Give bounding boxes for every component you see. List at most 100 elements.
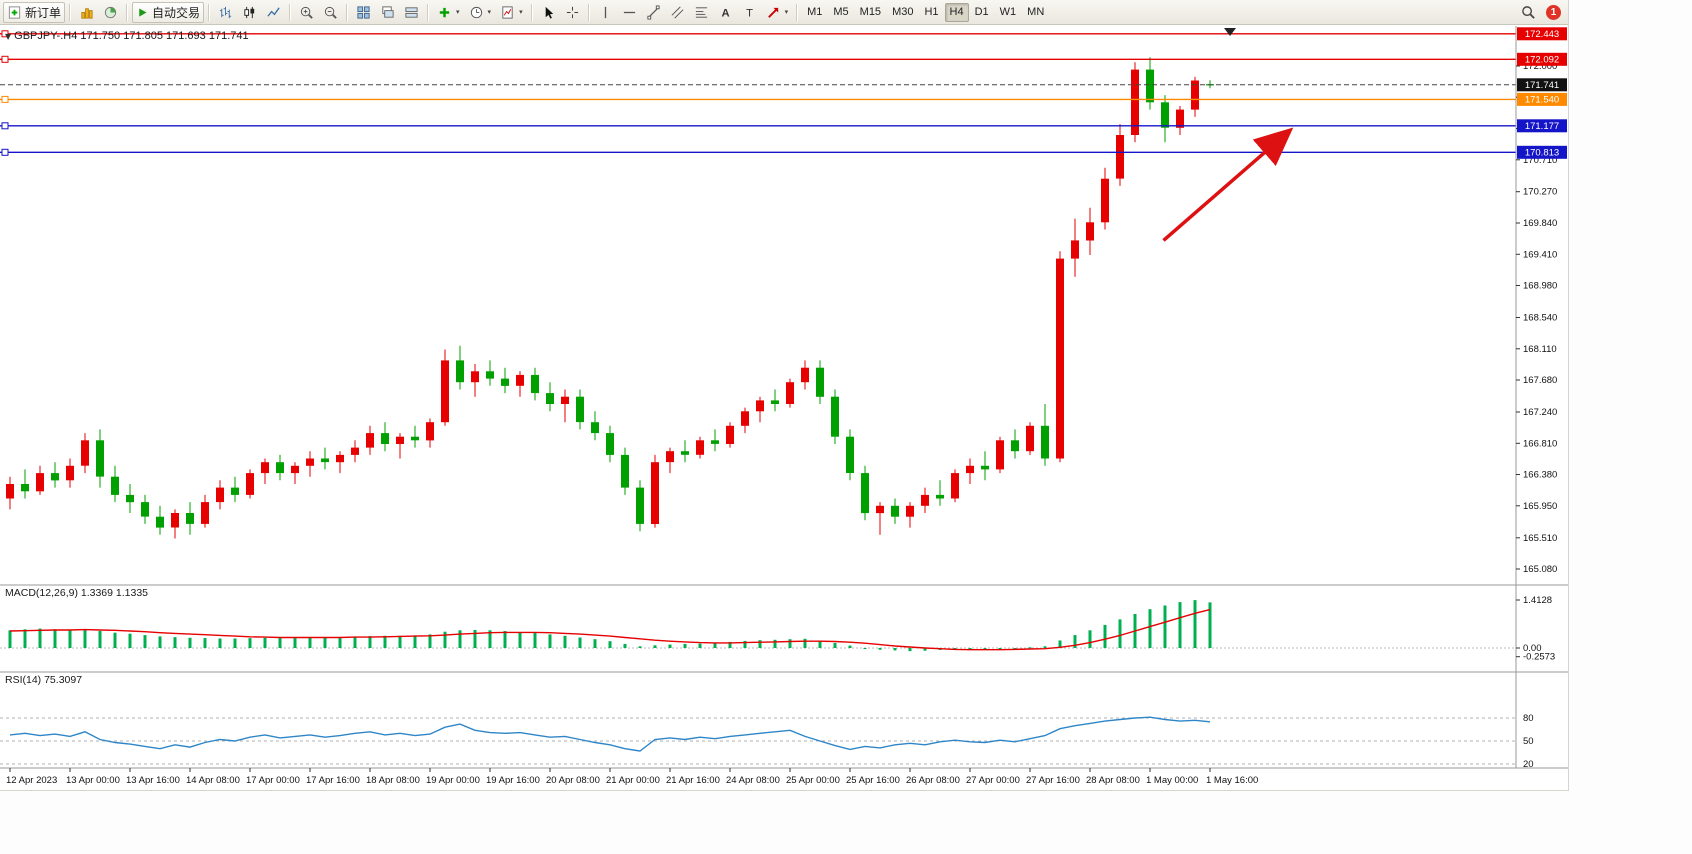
search-button[interactable]	[1517, 2, 1540, 23]
svg-text:28 Apr 08:00: 28 Apr 08:00	[1086, 775, 1140, 786]
svg-text:169.410: 169.410	[1523, 249, 1557, 260]
dropdown-caret-icon: ▾	[784, 8, 789, 16]
timeframe-m5[interactable]: M5	[828, 3, 853, 22]
search-icon	[1522, 5, 1535, 19]
channel-icon	[671, 6, 684, 18]
line-handle[interactable]	[1, 122, 9, 130]
svg-text:20 Apr 08:00: 20 Apr 08:00	[546, 775, 600, 786]
templates-button[interactable]: ▾	[496, 2, 527, 23]
price-tag: 171.177	[1517, 119, 1567, 133]
new-order-button[interactable]: 新订单	[3, 1, 66, 23]
hlines-layer	[0, 30, 1516, 156]
arrange-windows-icon	[405, 6, 418, 18]
svg-text:24 Apr 08:00: 24 Apr 08:00	[726, 775, 780, 786]
channel-tool-button[interactable]	[666, 2, 689, 23]
vertical-line-tool-button[interactable]	[594, 2, 617, 23]
template-icon	[502, 5, 513, 19]
cursor-tool-button[interactable]	[537, 2, 560, 23]
new-order-label: 新订单	[25, 5, 62, 20]
price-tag: 172.443	[1517, 27, 1567, 41]
auto-trading-label: 自动交易	[152, 5, 201, 20]
toolbar-separator	[427, 3, 430, 21]
price-tag: 171.741	[1517, 78, 1567, 92]
line-handle[interactable]	[1, 55, 9, 63]
svg-text:165.950: 165.950	[1523, 501, 1557, 512]
chart-shift-marker[interactable]	[1224, 28, 1236, 36]
price-axis[interactable]: 172.000171.570171.140170.710170.270169.8…	[1516, 61, 1557, 575]
timeframe-m1[interactable]: M1	[802, 3, 827, 22]
fibonacci-icon	[695, 6, 707, 18]
bar-chart-mode-button[interactable]	[214, 2, 237, 23]
timeframe-d1[interactable]: D1	[970, 3, 994, 22]
toolbar-separator	[530, 3, 533, 21]
trendline-tool-button[interactable]	[642, 2, 665, 23]
svg-text:165.510: 165.510	[1523, 533, 1557, 544]
svg-text:12 Apr 2023: 12 Apr 2023	[6, 775, 57, 786]
svg-text:17 Apr 16:00: 17 Apr 16:00	[306, 775, 360, 786]
candles-layer[interactable]	[6, 57, 1214, 539]
horizontal-line-tool-button[interactable]	[618, 2, 641, 23]
profiles-button[interactable]	[99, 2, 122, 23]
arrows-tool-button[interactable]: ▾	[762, 2, 793, 23]
svg-text:17 Apr 00:00: 17 Apr 00:00	[246, 775, 300, 786]
line-handle[interactable]	[1, 30, 9, 38]
svg-text:170.270: 170.270	[1523, 187, 1557, 198]
chart-area[interactable]: 172.000171.570171.140170.710170.270169.8…	[0, 26, 1568, 790]
chart-menu-arrow-icon[interactable]: ▼	[5, 32, 12, 41]
cascade-windows-icon	[382, 5, 394, 18]
svg-text:21 Apr 00:00: 21 Apr 00:00	[606, 775, 660, 786]
arrow-annotation[interactable]	[1162, 127, 1294, 242]
fibonacci-tool-button[interactable]	[690, 2, 713, 23]
auto-trading-button[interactable]: 自动交易	[132, 1, 205, 23]
line-handle[interactable]	[1, 148, 9, 156]
line-chart-mode-button[interactable]	[262, 2, 285, 23]
timeframe-mn[interactable]: MN	[1022, 3, 1049, 22]
rsi-label: RSI(14) 75.3097	[5, 674, 83, 686]
svg-text:172.092: 172.092	[1525, 55, 1559, 66]
chart-canvas[interactable]: 172.000171.570171.140170.710170.270169.8…	[0, 26, 1568, 790]
candlestick-icon	[244, 6, 255, 18]
horizontal-line-icon	[623, 11, 635, 13]
text-tool-button[interactable]: A	[714, 2, 737, 23]
text-label-tool-button[interactable]: T	[738, 2, 761, 23]
mt4-window: 新订单 自动交易	[0, 0, 1569, 791]
svg-text:A: A	[721, 7, 729, 19]
zoom-out-button[interactable]	[319, 2, 342, 23]
svg-text:1.4128: 1.4128	[1523, 595, 1552, 606]
zoom-in-button[interactable]	[295, 2, 318, 23]
timeframe-h4[interactable]: H4	[944, 2, 969, 22]
auto-trading-play-icon	[139, 7, 147, 17]
timeframe-h1[interactable]: H1	[919, 3, 943, 22]
svg-text:172.000: 172.000	[1523, 61, 1557, 72]
charts-button[interactable]	[75, 2, 98, 23]
dropdown-caret-icon: ▾	[487, 8, 492, 16]
timeframe-m15[interactable]: M15	[855, 3, 886, 22]
tile-windows-button[interactable]	[352, 2, 375, 23]
svg-text:25 Apr 00:00: 25 Apr 00:00	[786, 775, 840, 786]
svg-text:0.00: 0.00	[1523, 643, 1542, 654]
indicators-button[interactable]: ▾	[433, 2, 464, 23]
periods-button[interactable]: ▾	[465, 2, 496, 23]
rsi-panel: 80 50 20	[0, 713, 1534, 770]
candlestick-mode-button[interactable]	[238, 2, 261, 23]
notification-badge[interactable]: 1	[1546, 4, 1561, 20]
crosshair-tool-button[interactable]	[561, 2, 584, 23]
svg-text:170.813: 170.813	[1525, 148, 1559, 159]
svg-text:21 Apr 16:00: 21 Apr 16:00	[666, 775, 720, 786]
line-handle[interactable]	[1, 95, 9, 103]
svg-text:80: 80	[1523, 713, 1534, 724]
trendline-icon	[646, 4, 660, 20]
zoom-in-icon	[300, 6, 313, 19]
svg-text:19 Apr 16:00: 19 Apr 16:00	[486, 775, 540, 786]
svg-text:14 Apr 08:00: 14 Apr 08:00	[186, 775, 240, 786]
cascade-windows-button[interactable]	[376, 2, 399, 23]
timeframe-m30[interactable]: M30	[887, 3, 918, 22]
arrange-windows-button[interactable]	[400, 2, 423, 23]
svg-text:171.540: 171.540	[1525, 95, 1559, 106]
dropdown-caret-icon: ▾	[519, 8, 523, 16]
timeframe-w1[interactable]: W1	[995, 3, 1022, 22]
svg-text:171.177: 171.177	[1525, 121, 1559, 132]
toolbar-separator	[126, 3, 129, 21]
cursor-arrow-icon	[545, 6, 553, 19]
time-axis[interactable]: 12 Apr 2023 13 Apr 00:00 13 Apr 16:00 14 Ap…	[6, 768, 1258, 786]
